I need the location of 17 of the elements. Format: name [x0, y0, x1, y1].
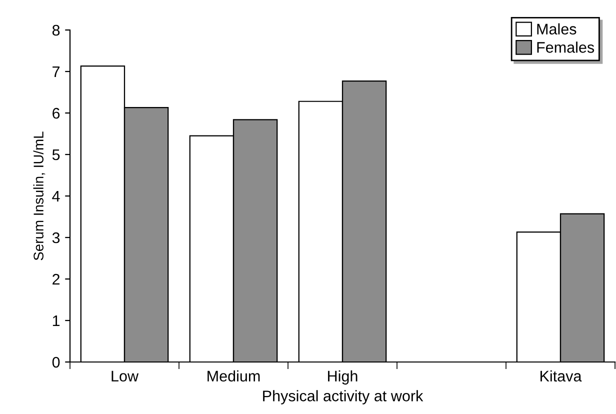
y-tick-label: 2: [52, 274, 60, 285]
y-tick-label: 3: [52, 232, 60, 244]
y-axis-title: Serum Insulin, IU/mL: [33, 132, 46, 260]
y-tick-label: 5: [52, 150, 60, 160]
x-tick-label: High: [328, 370, 358, 385]
y-tick-label: 0: [52, 356, 60, 368]
legend-label: Males: [537, 23, 576, 35]
y-tick-label: 8: [52, 24, 60, 36]
legend-label: Females: [537, 42, 594, 53]
y-tick-label: 1: [52, 316, 60, 326]
y-tick-label: 7: [52, 66, 60, 78]
x-tick-label: Medium: [208, 370, 260, 382]
y-tick-label: 4: [52, 191, 60, 202]
x-tick-label: Low: [112, 370, 139, 382]
y-tick-label: 6: [52, 108, 60, 119]
x-axis-title: Physical activity at work: [263, 390, 424, 404]
x-tick-label: Kitava: [540, 370, 582, 382]
